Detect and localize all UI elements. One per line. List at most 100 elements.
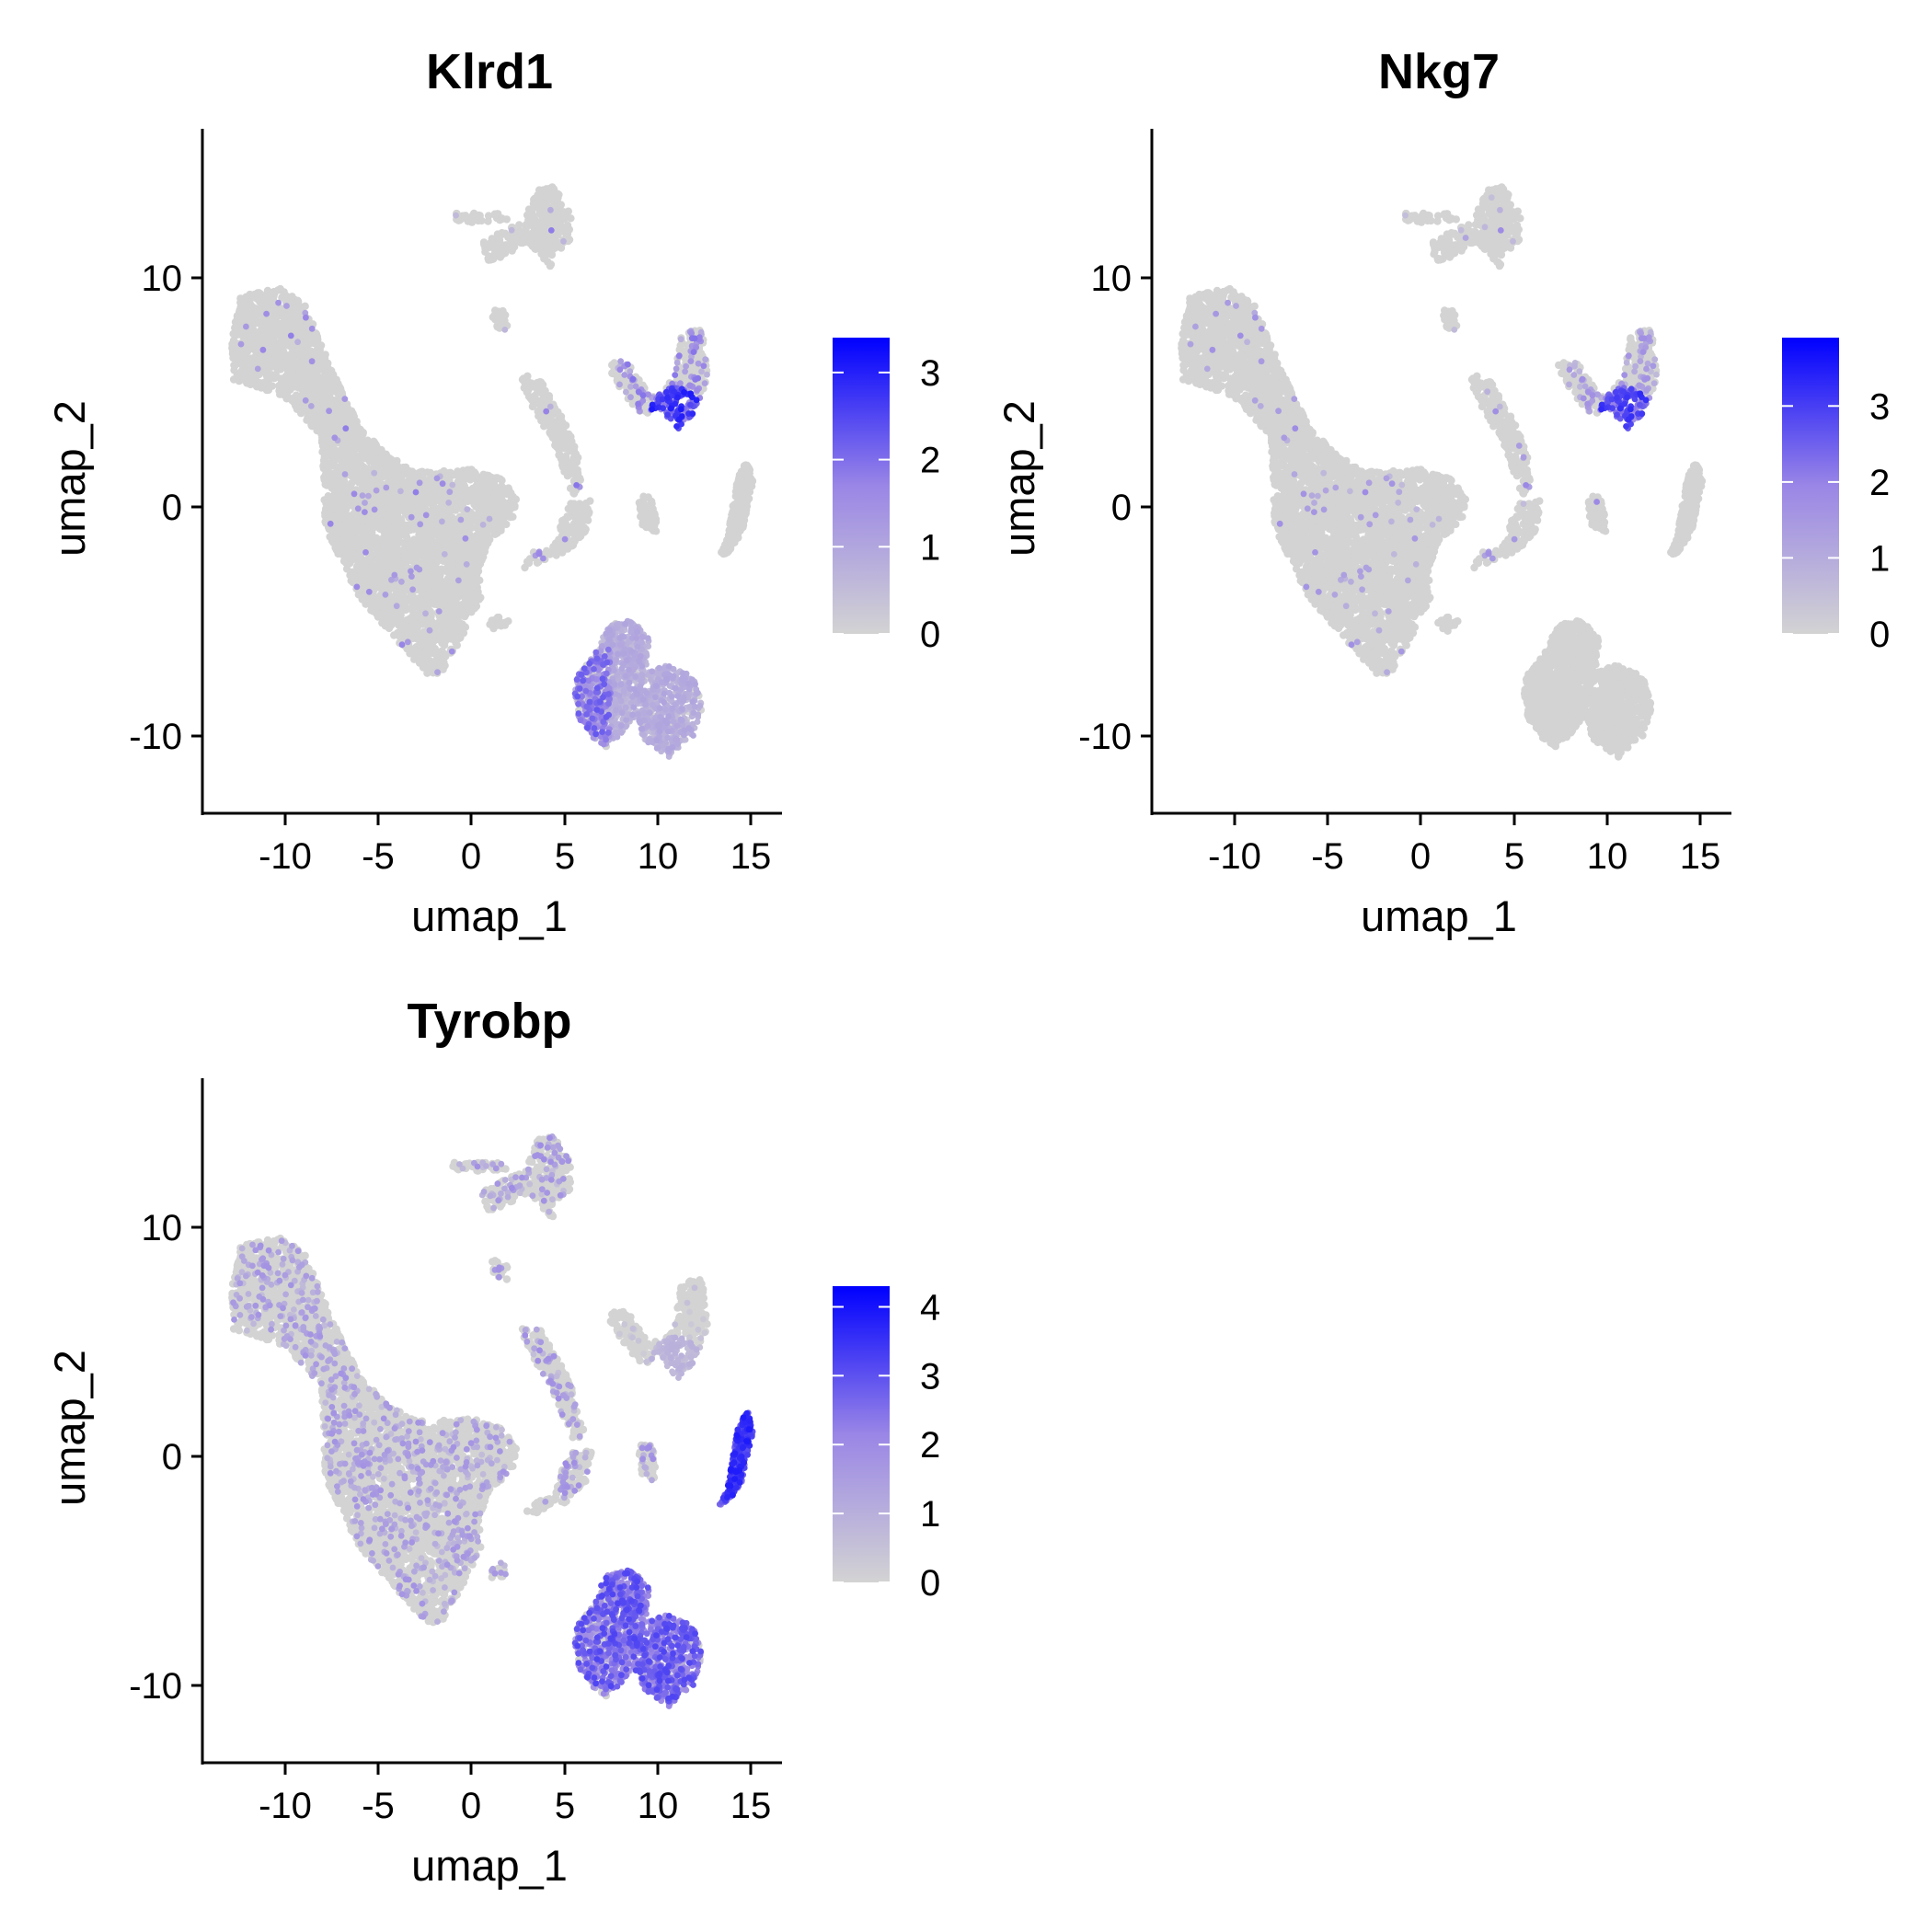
cell-point: [413, 513, 421, 522]
cell-point: [390, 523, 398, 532]
cell-point: [287, 384, 295, 392]
cell-point: [494, 210, 502, 218]
cell-point: [340, 537, 350, 546]
cell-point: [371, 592, 379, 602]
cell-point: [336, 521, 345, 529]
cell-point: [528, 208, 536, 217]
cell-point: [534, 191, 542, 200]
cell-point: [454, 533, 462, 541]
cell-point: [565, 236, 574, 244]
cell-point: [408, 622, 417, 630]
cell-point: [282, 296, 290, 305]
cell-point: [342, 495, 351, 503]
cell-point: [441, 493, 449, 501]
cell-point: [449, 564, 458, 573]
cell-point: [379, 457, 388, 466]
cell-point: [353, 437, 362, 445]
cell-point: [412, 473, 420, 481]
cell-point: [345, 454, 353, 463]
cell-point: [351, 578, 360, 586]
cell-point: [246, 339, 254, 348]
cell-point: [402, 558, 411, 566]
cell-point: [467, 567, 477, 576]
cell-point: [395, 592, 403, 600]
cell-point: [321, 480, 329, 489]
cell-point: [351, 452, 360, 460]
cell-point: [266, 374, 274, 382]
cell-point: [431, 586, 440, 595]
cell-point: [356, 525, 365, 534]
cell-point: [293, 405, 302, 413]
cell-point: [489, 313, 497, 321]
cell-point: [473, 512, 482, 521]
cell-point: [510, 236, 518, 245]
cell-point: [293, 381, 303, 389]
cell-point: [496, 253, 505, 261]
cell-point: [445, 629, 454, 638]
cell-point: [301, 302, 309, 310]
cell-point: [382, 615, 390, 623]
cell-point: [293, 374, 301, 382]
cell-point: [438, 565, 446, 573]
cell-point: [376, 473, 385, 482]
cell-point: [573, 469, 582, 477]
cell-point: [548, 433, 558, 442]
cell-point: [429, 508, 437, 516]
cell-point: [419, 525, 427, 534]
cell-point: [306, 384, 315, 392]
cell-point: [407, 628, 415, 637]
cell-point: [332, 515, 340, 523]
cell-point: [421, 648, 430, 656]
cell-point: [484, 217, 492, 225]
cell-point: [453, 591, 461, 599]
cell-point: [356, 425, 364, 434]
cell-point: [391, 607, 400, 616]
cell-point: [485, 256, 493, 264]
cell-point: [546, 422, 555, 431]
cell-point: [359, 471, 368, 479]
cell-point: [231, 361, 239, 370]
cell-point: [415, 648, 423, 657]
cell-point: [554, 218, 562, 226]
cell-point: [283, 372, 292, 381]
cell-point: [300, 363, 309, 373]
cell-point: [355, 478, 363, 487]
cell-point: [290, 356, 298, 364]
cell-point: [325, 415, 334, 423]
cell-point: [236, 313, 244, 321]
cell-point: [381, 569, 389, 577]
cell-point: [265, 288, 274, 297]
cell-point: [258, 334, 267, 343]
cell-point: [538, 390, 547, 398]
cell-point: [324, 438, 333, 447]
cell-point: [292, 344, 300, 352]
cell-point: [388, 473, 397, 482]
cell-point: [466, 600, 475, 608]
cell-point: [545, 236, 553, 245]
cell-point: [314, 349, 322, 357]
cell-point: [558, 443, 567, 453]
cell-point: [529, 232, 537, 240]
cell-point: [491, 306, 500, 315]
cell-point: [512, 495, 520, 503]
cell-point: [460, 581, 468, 590]
panel-title: Klrd1: [426, 44, 553, 99]
cell-point: [396, 532, 404, 540]
cell-point: [374, 518, 382, 526]
cell-point: [440, 466, 448, 476]
cell-point: [676, 341, 684, 350]
cell-point: [691, 367, 699, 375]
cell-point: [454, 635, 463, 643]
cell-point: [328, 379, 337, 387]
cell-point: [363, 515, 373, 523]
cell-point: [497, 240, 505, 248]
cell-point: [333, 469, 342, 478]
cell-point: [391, 548, 399, 557]
cell-point: [304, 412, 312, 421]
cell-point: [419, 663, 428, 672]
cell-point: [443, 574, 453, 583]
cell-point: [427, 527, 435, 535]
cell-point: [524, 215, 533, 224]
cell-point: [282, 390, 292, 398]
cell-point: [443, 613, 452, 622]
